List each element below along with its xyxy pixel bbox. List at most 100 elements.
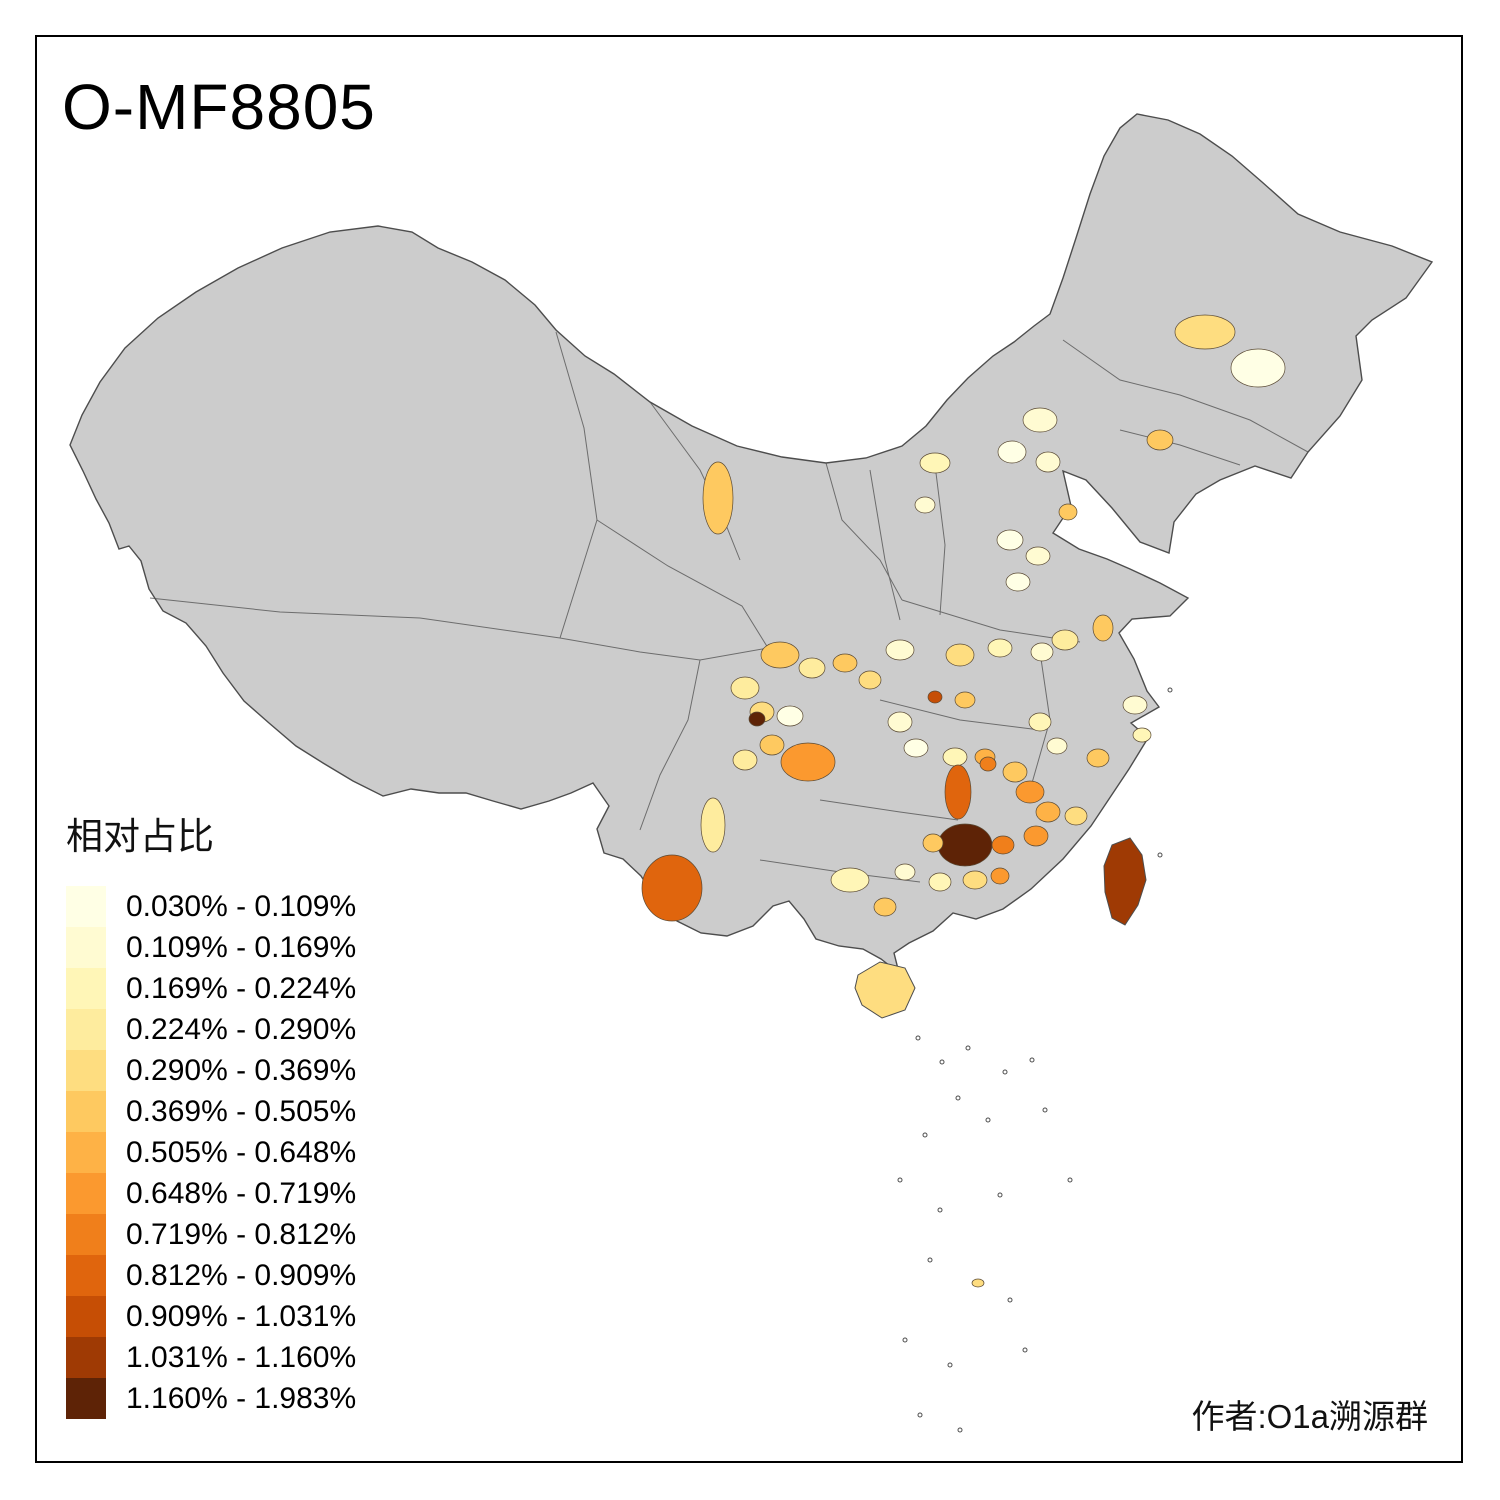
south-china-sea-islets — [897, 687, 1173, 1433]
legend-label: 0.505% - 0.648% — [126, 1136, 357, 1169]
legend-swatch — [66, 1255, 106, 1296]
highlighted-region — [894, 863, 916, 881]
legend-swatch — [66, 1296, 106, 1337]
highlighted-region — [1046, 737, 1068, 755]
highlighted-region — [873, 897, 897, 917]
highlighted-region — [1064, 806, 1088, 826]
legend-label: 0.109% - 0.169% — [126, 931, 357, 964]
legend-item: 0.505% - 0.648% — [66, 1132, 486, 1173]
legend-label: 0.224% - 0.290% — [126, 1013, 357, 1046]
legend-label: 0.030% - 0.109% — [126, 890, 357, 923]
highlighted-region — [887, 711, 913, 733]
legend-item: 0.030% - 0.109% — [66, 886, 486, 927]
highlighted-region — [962, 870, 988, 890]
highlighted-region — [1230, 348, 1286, 388]
highlighted-region — [944, 764, 972, 820]
highlighted-region — [1025, 546, 1051, 566]
highlighted-region — [945, 643, 975, 667]
highlighted-region — [641, 854, 703, 922]
hainan-island — [854, 961, 916, 1019]
highlighted-region — [1015, 780, 1045, 804]
highlighted-region — [987, 638, 1013, 658]
highlighted-region — [1174, 314, 1236, 350]
highlighted-region — [922, 833, 944, 853]
highlighted-region — [1005, 572, 1031, 592]
legend-swatch — [66, 1050, 106, 1091]
highlighted-region — [996, 529, 1024, 551]
legend-item: 0.224% - 0.290% — [66, 1009, 486, 1050]
highlighted-region — [830, 867, 870, 893]
legend-item: 0.719% - 0.812% — [66, 1214, 486, 1255]
legend: 相对占比 0.030% - 0.109% 0.109% - 0.169% 0.169… — [66, 806, 486, 1419]
taiwan-island — [1103, 837, 1147, 926]
legend-label: 1.031% - 1.160% — [126, 1341, 357, 1374]
legend-label: 0.719% - 0.812% — [126, 1218, 357, 1251]
highlighted-region — [702, 461, 734, 535]
legend-item: 0.812% - 0.909% — [66, 1255, 486, 1296]
highlighted-region — [1035, 451, 1061, 473]
legend-label: 0.290% - 0.369% — [126, 1054, 357, 1087]
legend-swatch — [66, 927, 106, 968]
highlighted-region — [798, 657, 826, 679]
highlighted-region — [780, 742, 836, 782]
highlighted-region — [1146, 429, 1174, 451]
legend-item: 1.160% - 1.983% — [66, 1378, 486, 1419]
legend-label: 0.369% - 0.505% — [126, 1095, 357, 1128]
highlighted-region — [903, 738, 929, 758]
legend-item: 0.648% - 0.719% — [66, 1173, 486, 1214]
legend-swatch — [66, 1378, 106, 1419]
highlighted-region — [1028, 712, 1052, 732]
legend-item: 0.169% - 0.224% — [66, 968, 486, 1009]
province-borders — [149, 331, 1309, 883]
legend-title: 相对占比 — [66, 816, 214, 857]
legend-label: 0.812% - 0.909% — [126, 1259, 357, 1292]
highlighted-region — [971, 1278, 985, 1288]
highlighted-region — [1030, 642, 1054, 662]
legend-swatch — [66, 1173, 106, 1214]
legend-label: 0.648% - 0.719% — [126, 1177, 357, 1210]
highlighted-region — [1092, 614, 1114, 642]
highlighted-region — [997, 440, 1027, 464]
highlighted-region — [1023, 825, 1049, 847]
highlighted-region — [914, 496, 936, 514]
highlighted-region — [1132, 727, 1152, 743]
highlighted-region — [1051, 629, 1079, 651]
highlighted-region — [748, 711, 766, 727]
highlighted-region — [954, 691, 976, 709]
legend-item: 0.290% - 0.369% — [66, 1050, 486, 1091]
highlighted-region — [979, 756, 997, 772]
legend-swatch — [66, 968, 106, 1009]
legend-items: 0.030% - 0.109% 0.109% - 0.169% 0.169% - 0… — [66, 886, 486, 1419]
highlighted-region — [919, 452, 951, 474]
highlighted-region — [730, 676, 760, 700]
legend-item: 1.031% - 1.160% — [66, 1337, 486, 1378]
highlighted-region — [990, 867, 1010, 885]
highlighted-region — [700, 797, 726, 853]
legend-item: 0.109% - 0.169% — [66, 927, 486, 968]
highlighted-region — [832, 653, 858, 673]
highlighted-region — [942, 747, 968, 767]
highlighted-region — [1058, 503, 1078, 521]
highlighted-regions-layer — [641, 314, 1286, 1288]
highlighted-region — [759, 734, 785, 756]
highlighted-region — [927, 690, 943, 704]
highlighted-region — [928, 872, 952, 892]
legend-swatch — [66, 1091, 106, 1132]
highlighted-region — [991, 835, 1015, 855]
legend-swatch — [66, 1132, 106, 1173]
highlighted-region — [760, 641, 800, 669]
legend-swatch — [66, 1214, 106, 1255]
highlighted-region — [776, 705, 804, 727]
highlighted-region — [885, 639, 915, 661]
legend-swatch — [66, 1009, 106, 1050]
legend-label: 0.909% - 1.031% — [126, 1300, 357, 1333]
legend-item: 0.909% - 1.031% — [66, 1296, 486, 1337]
highlighted-region — [732, 749, 758, 771]
highlighted-region — [1035, 801, 1061, 823]
legend-swatch — [66, 1337, 106, 1378]
highlighted-region — [1002, 761, 1028, 783]
legend-swatch — [66, 886, 106, 927]
legend-label: 0.169% - 0.224% — [126, 972, 357, 1005]
